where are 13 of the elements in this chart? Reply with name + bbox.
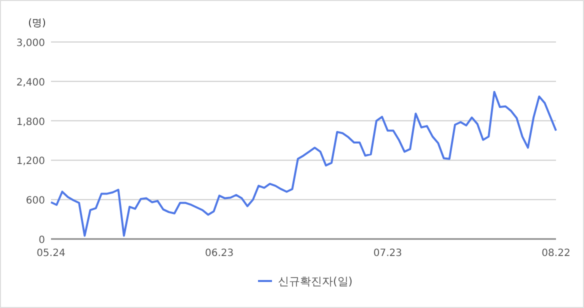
legend-label: 신규확진자(일) (278, 275, 353, 288)
y-tick-label: 2,400 (16, 77, 45, 88)
y-axis-title: (명) (28, 18, 46, 29)
y-tick-label: 0 (38, 235, 45, 246)
x-tick-label: 05.24 (36, 248, 66, 259)
x-tick-label: 08.22 (542, 248, 570, 259)
y-tick-label: 1,200 (16, 156, 45, 168)
line-series (50, 90, 557, 237)
x-tick-label: 07.23 (373, 248, 402, 259)
y-tick-label: 600 (26, 196, 45, 207)
x-tick-label: 06.23 (205, 248, 234, 259)
y-tick-label: 3,000 (16, 38, 45, 49)
y-tick-label: 1,800 (16, 116, 45, 128)
